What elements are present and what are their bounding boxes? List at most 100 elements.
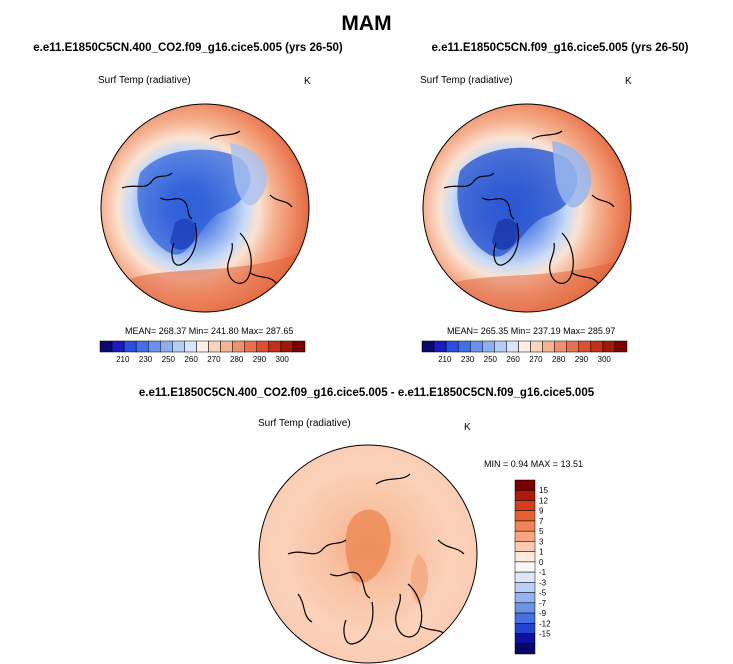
- colorbar-box: [514, 612, 536, 624]
- colorbar-tick-label: -5: [539, 589, 547, 598]
- cool-region: [552, 141, 592, 208]
- panel-2-polar-map: [422, 103, 632, 313]
- colorbar-tick-label: 5: [539, 527, 544, 536]
- colorbar-tick-label: 210: [438, 355, 452, 364]
- colorbar-tick-label: 280: [552, 355, 566, 364]
- colorbar-tick-label: 9: [539, 507, 544, 516]
- colorbar-box: [614, 340, 628, 353]
- panel-2-statistics: MEAN= 265.35 Min= 237.19 Max= 285.97: [447, 326, 616, 336]
- colorbar-box: [220, 340, 233, 353]
- colorbar-box: [514, 623, 536, 634]
- colorbar-box: [506, 340, 519, 353]
- colorbar-box: [514, 530, 536, 542]
- cool-region: [230, 143, 267, 206]
- colorbar-tick-label: 230: [461, 355, 475, 364]
- colorbar-tick-label: 12: [539, 496, 548, 505]
- colorbar-tick-label: 250: [162, 355, 176, 364]
- colorbar-box: [514, 541, 536, 552]
- colorbar-box: [292, 340, 306, 353]
- colorbar-box: [208, 340, 221, 353]
- colorbar-tick-label: 270: [207, 355, 221, 364]
- colorbar-tick-label: -3: [539, 578, 547, 587]
- colorbar-box: [554, 340, 567, 353]
- colorbar-box: [445, 340, 459, 353]
- colorbar-tick-label: -15: [539, 630, 551, 639]
- colorbar-tick-label: -1: [539, 568, 547, 577]
- panel-1-polar-map: [100, 103, 310, 313]
- cold-region: [457, 147, 578, 257]
- colorbar-box: [280, 340, 294, 353]
- colorbar-tick-label: -9: [539, 609, 547, 618]
- colorbar-box: [514, 489, 536, 501]
- colorbar-box: [172, 340, 185, 353]
- colorbar-box: [147, 340, 161, 353]
- colorbar-box: [99, 340, 113, 353]
- colorbar-tick-label: 300: [276, 355, 290, 364]
- colorbar-box: [268, 340, 282, 353]
- colorbar-tick-label: 7: [539, 517, 544, 526]
- colorbar-tick-label: 300: [598, 355, 612, 364]
- panel-1-title: e.e11.E1850C5CN.400_CO2.f09_g16.cice5.00…: [33, 42, 343, 54]
- colorbar-box: [566, 340, 580, 353]
- colorbar-tick-label: 290: [575, 355, 589, 364]
- colorbar-tick-label: 0: [539, 558, 544, 567]
- colorbar-box: [482, 340, 495, 353]
- colorbar-box: [542, 340, 555, 353]
- colorbar-box: [530, 340, 543, 353]
- panel-1-variable-label: Surf Temp (radiative): [98, 75, 191, 86]
- colorbar-tick-label: 260: [506, 355, 520, 364]
- colorbar-box: [514, 479, 536, 491]
- colorbar-box: [514, 520, 536, 532]
- colorbar-box: [494, 340, 507, 353]
- colorbar-box: [135, 340, 149, 353]
- colorbar-tick-label: 15: [539, 486, 548, 495]
- panel-2-units-label: K: [625, 76, 632, 87]
- panel-1-statistics: MEAN= 268.37 Min= 241.80 Max= 287.65: [125, 326, 294, 336]
- colorbar-box: [602, 340, 616, 353]
- colorbar-box: [514, 592, 536, 604]
- colorbar-box: [160, 340, 173, 353]
- colorbar-box: [469, 340, 483, 353]
- colorbar-box: [590, 340, 604, 353]
- colorbar-box: [514, 643, 536, 655]
- difference-variable-label: Surf Temp (radiative): [258, 418, 351, 429]
- colorbar-box: [196, 340, 209, 353]
- colorbar-box: [232, 340, 245, 353]
- difference-panel-title: e.e11.E1850C5CN.400_CO2.f09_g16.cice5.00…: [138, 387, 595, 399]
- colorbar-box: [514, 510, 536, 522]
- colorbar-tick-label: 210: [116, 355, 130, 364]
- difference-units-label: K: [464, 422, 471, 433]
- colorbar-tick-label: 230: [139, 355, 153, 364]
- colorbar-tick-label: 280: [230, 355, 244, 364]
- colorbar-box: [514, 561, 536, 573]
- colorbar-tick-label: 1: [539, 548, 544, 557]
- colorbar-tick-label: 260: [184, 355, 198, 364]
- colorbar-tick-label: 270: [529, 355, 543, 364]
- panel-2-colorbar: 210 230 250 260 270 280 290 300: [421, 340, 628, 364]
- colorbar-box: [256, 340, 270, 353]
- colorbar-box: [433, 340, 447, 353]
- colorbar-box: [244, 340, 258, 353]
- colorbar-box: [518, 340, 531, 353]
- colorbar-box: [123, 340, 137, 353]
- panel-2-variable-label: Surf Temp (radiative): [420, 75, 513, 86]
- colorbar-box: [514, 633, 536, 645]
- figure-title: MAM: [341, 12, 392, 35]
- colorbar-box: [514, 602, 536, 614]
- colorbar-box: [514, 500, 536, 511]
- difference-polar-map: [258, 444, 478, 664]
- colorbar-tick-label: -7: [539, 599, 547, 608]
- colorbar-box: [421, 340, 435, 353]
- panel-1-colorbar: 210 230 250 260 270 280 290 300: [99, 340, 306, 364]
- colorbar-tick-label: 290: [253, 355, 267, 364]
- panel-1-units-label: K: [304, 76, 311, 87]
- coastline: [287, 473, 465, 645]
- coastline: [443, 130, 615, 284]
- colorbar-box: [111, 340, 125, 353]
- panel-2-title: e.e11.E1850C5CN.f09_g16.cice5.005 (yrs 2…: [431, 42, 689, 54]
- colorbar-box: [457, 340, 471, 353]
- colorbar-box: [514, 571, 536, 583]
- colorbar-tick-label: 3: [539, 537, 544, 546]
- colorbar-box: [578, 340, 592, 353]
